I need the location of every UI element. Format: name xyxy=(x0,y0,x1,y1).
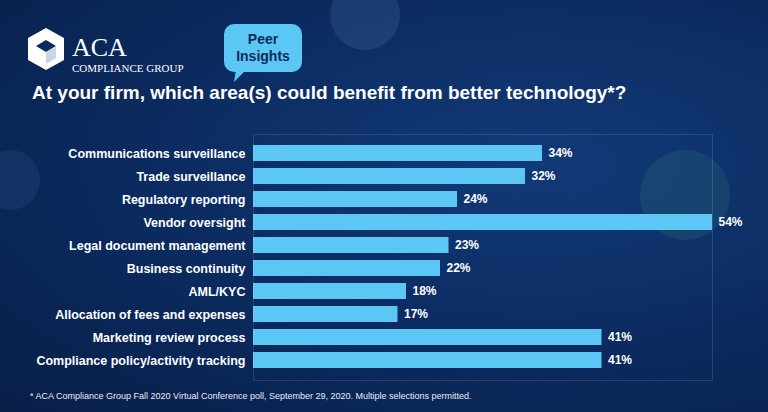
svg-text:18%: 18% xyxy=(413,284,437,298)
svg-text:ACA: ACA xyxy=(72,33,127,62)
svg-text:54%: 54% xyxy=(719,215,743,229)
svg-text:17%: 17% xyxy=(404,307,428,321)
svg-text:Allocation of fees and expense: Allocation of fees and expenses xyxy=(55,308,245,322)
html-text:* ACA Compliance Group Fall 20: * ACA Compliance Group Fall 2020 Virtual… xyxy=(30,391,472,401)
svg-text:Vendor oversight: Vendor oversight xyxy=(143,216,246,230)
svg-text:24%: 24% xyxy=(464,192,488,206)
svg-text:23%: 23% xyxy=(455,238,479,252)
svg-text:Marketing review process: Marketing review process xyxy=(93,331,246,345)
svg-text:Regulatory reporting: Regulatory reporting xyxy=(122,193,246,207)
svg-text:Legal document management: Legal document management xyxy=(69,239,246,253)
svg-text:COMPLIANCE GROUP: COMPLIANCE GROUP xyxy=(72,62,184,74)
svg-text:AML/KYC: AML/KYC xyxy=(189,285,246,299)
svg-text:Peer: Peer xyxy=(248,31,279,47)
svg-text:34%: 34% xyxy=(549,146,573,160)
svg-text:Communications surveillance: Communications surveillance xyxy=(68,147,245,161)
svg-text:41%: 41% xyxy=(608,330,632,344)
svg-text:Trade surveillance: Trade surveillance xyxy=(136,170,245,184)
svg-text:Insights: Insights xyxy=(236,48,290,64)
svg-text:32%: 32% xyxy=(532,169,556,183)
svg-text:22%: 22% xyxy=(447,261,471,275)
svg-text:41%: 41% xyxy=(608,353,632,367)
html-text:At your firm, which area(s) co: At your firm, which area(s) could benefi… xyxy=(32,82,627,103)
svg-text:Business continuity: Business continuity xyxy=(127,262,246,276)
svg-text:Compliance policy/activity tra: Compliance policy/activity tracking xyxy=(36,354,245,368)
